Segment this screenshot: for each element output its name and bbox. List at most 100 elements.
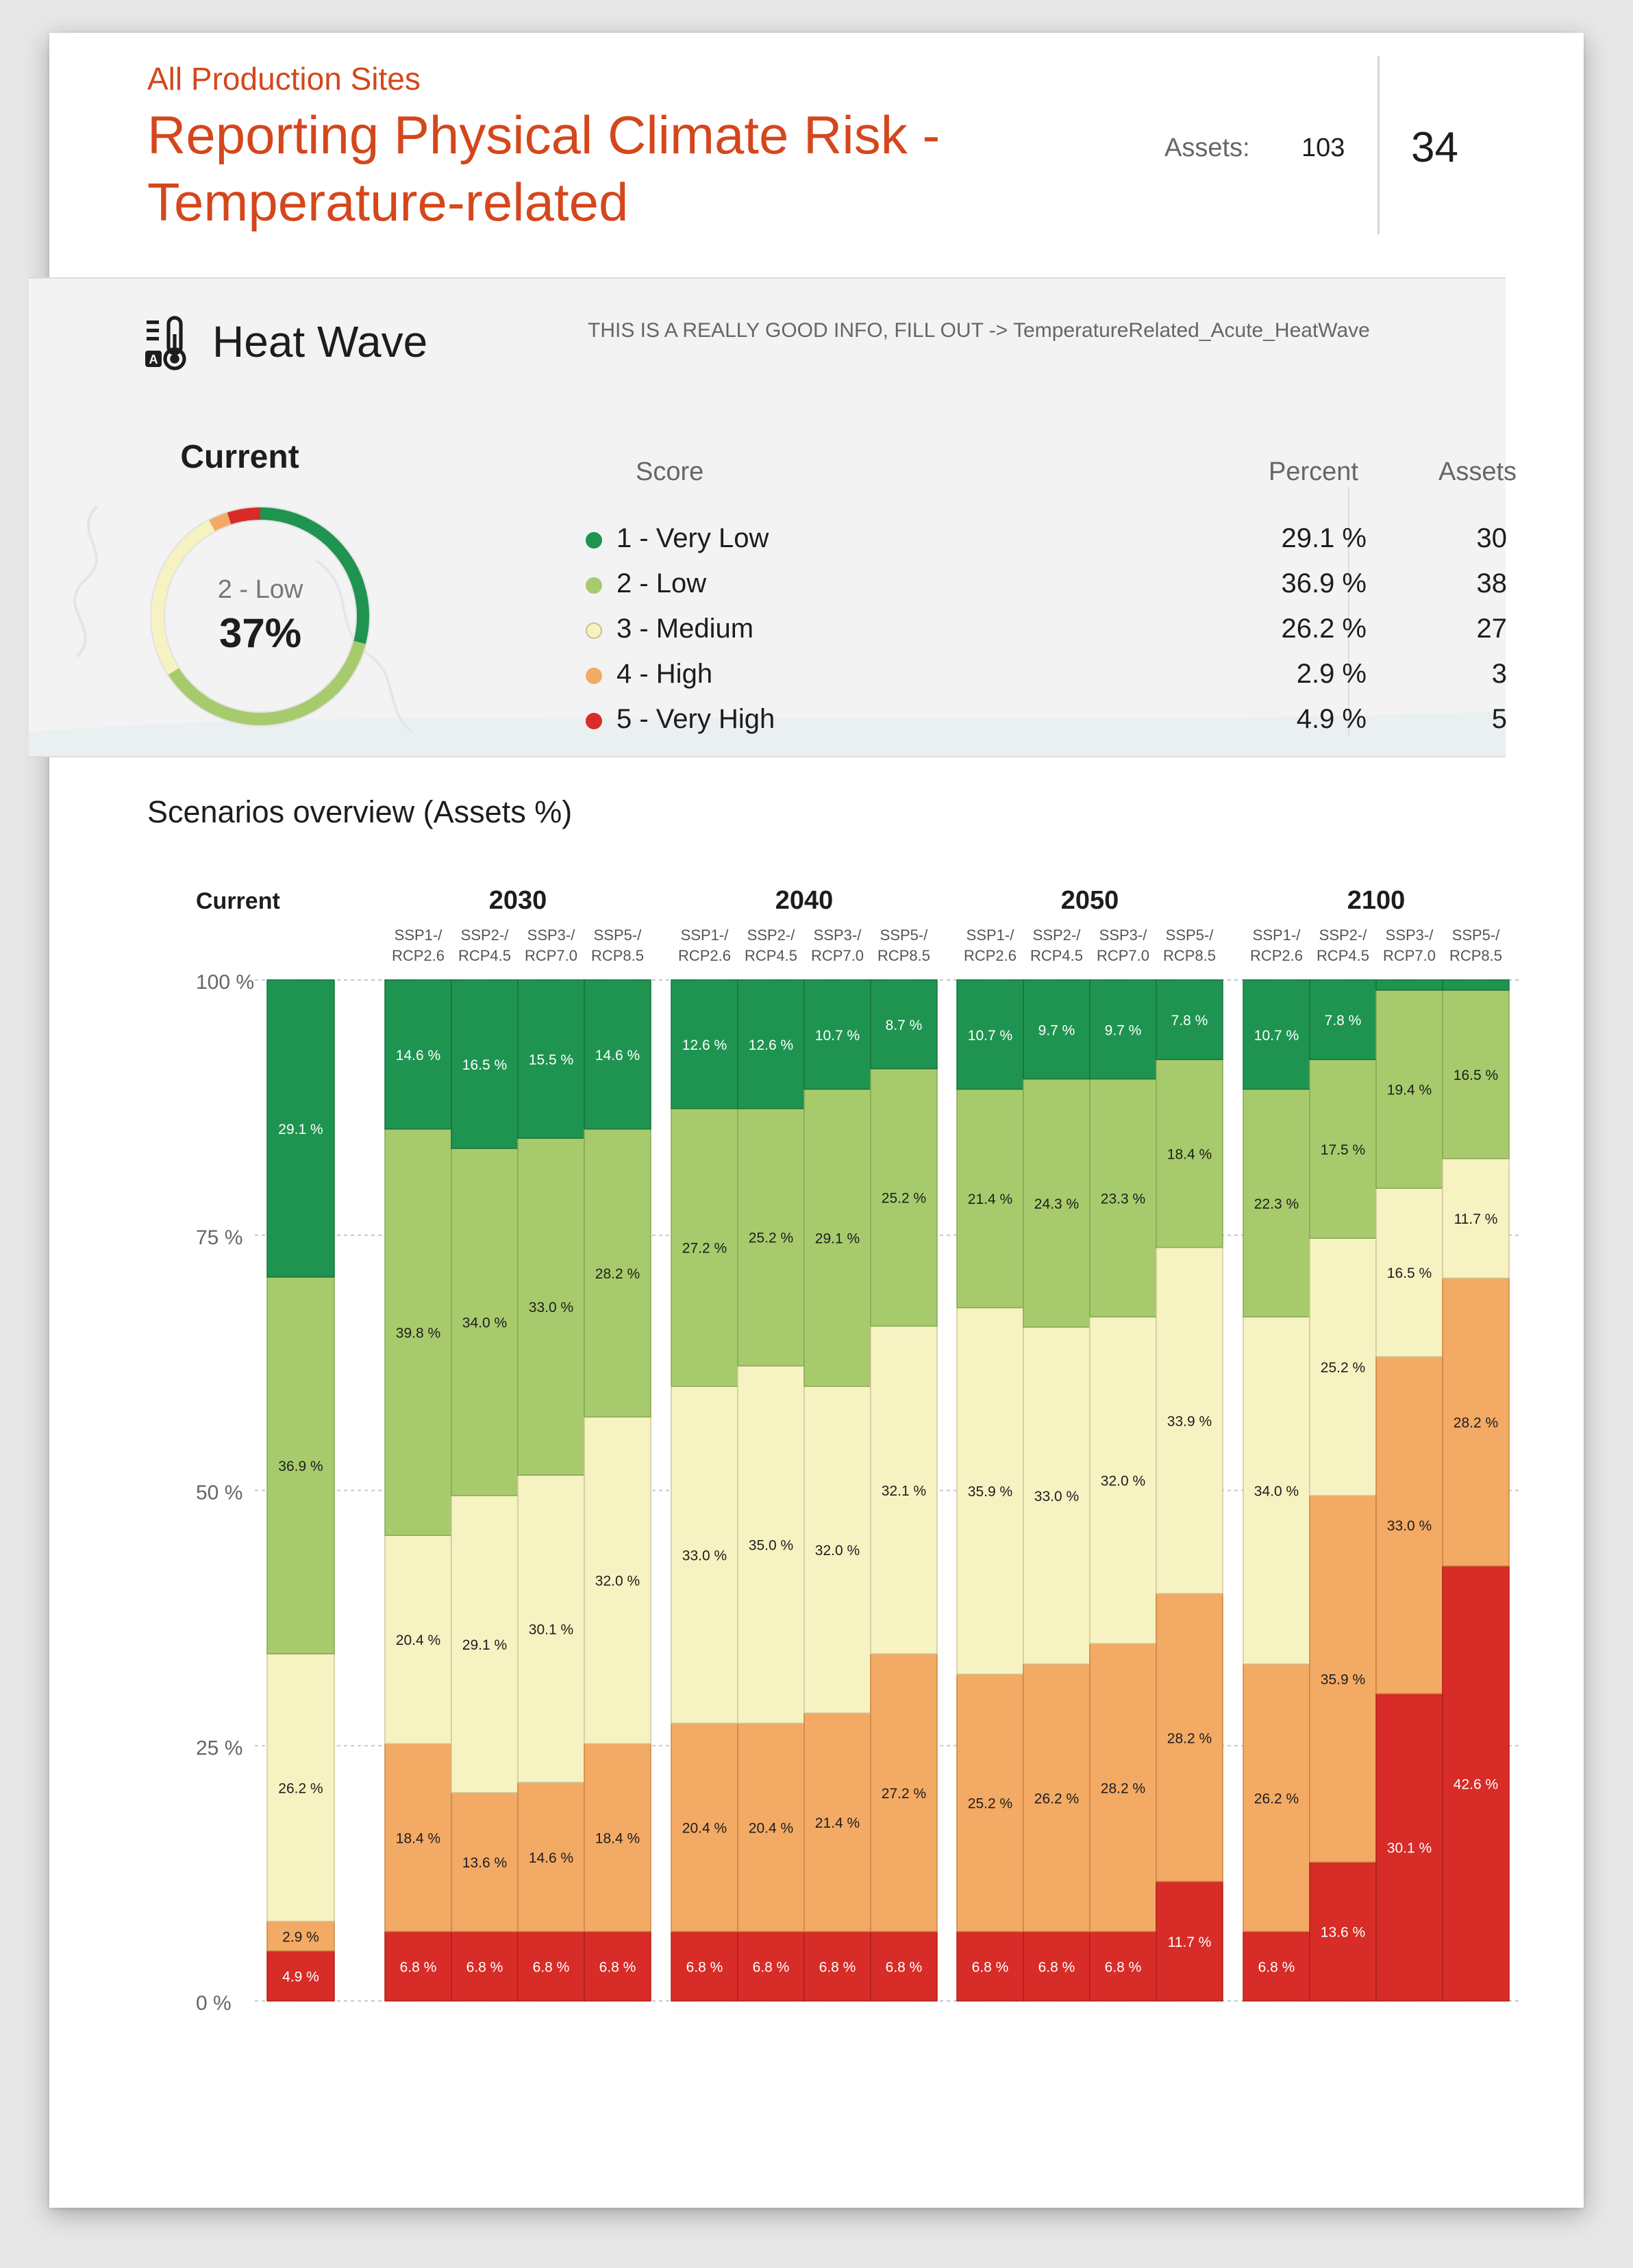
bar-segment [584,1743,651,1932]
data-label: 33.0 % [1034,1489,1079,1504]
scenario-label: RCP7.0 [1097,947,1149,964]
legend-header-score: Score [636,457,704,486]
data-label: 19.4 % [1387,1083,1432,1098]
data-label: 18.4 % [396,1830,440,1846]
data-label: 8.7 % [886,1018,923,1033]
data-label: 42.6 % [1454,1776,1498,1792]
low-color-dot [586,577,602,594]
data-label: 6.8 % [400,1959,437,1975]
report-title: Reporting Physical Climate Risk - Temper… [147,105,940,232]
data-label: 22.3 % [1254,1196,1299,1212]
bar-segment [803,1712,871,1932]
data-label: 27.2 % [682,1241,727,1257]
scenario-label: RCP8.5 [591,947,644,964]
scenario-label: SSP5-/ [1166,927,1214,944]
data-label: 25.2 % [1321,1360,1365,1376]
report-subtitle: All Production Sites [147,61,421,97]
data-label: 6.8 % [1105,1959,1142,1975]
bar-segment [1375,979,1443,991]
bar-segment [803,1930,871,2002]
data-label: 6.8 % [466,1959,503,1975]
scenario-label: SSP5-/ [880,927,929,944]
scenario-label: RCP7.0 [1383,947,1436,964]
bar-segment [1442,1277,1510,1567]
current-score-donut [150,506,371,727]
bar-segment [1089,1643,1157,1932]
bar-segment [671,1385,738,1724]
bar-segment [671,1108,738,1387]
scenario-label: RCP4.5 [1030,947,1083,964]
scenario-label: SSP1-/ [681,927,730,944]
bar-segment [1089,1078,1157,1318]
legend-percent: 2.9 % [1296,659,1367,689]
scenario-label: RCP8.5 [877,947,930,964]
y-tick-label: 75 % [196,1226,242,1249]
bar-segment [266,1653,335,1922]
hazard-info-text: THIS IS A REALLY GOOD INFO, FILL OUT -> … [588,319,1370,342]
current-summary-band [29,410,1506,757]
bar-segment [1243,1930,1310,2002]
data-label: 10.7 % [815,1028,860,1044]
legend-score-label: 4 - High [616,659,713,689]
bar-segment [384,1128,452,1536]
bar-segment [956,1307,1024,1675]
background-decoration [29,505,1506,756]
data-label: 35.9 % [1321,1672,1365,1688]
bar-segment [584,979,651,1130]
bar-segment [384,1743,452,1932]
very-low-arc [260,507,369,644]
data-label: 6.8 % [886,1959,923,1975]
data-label: 33.9 % [1167,1413,1212,1429]
scenario-label: RCP2.6 [1250,947,1303,964]
group-heading: 2100 [1347,886,1406,915]
scenario-label: RCP4.5 [458,947,511,964]
bar-segment [1156,1593,1223,1882]
current-score-label: 2 - Low [217,575,303,604]
scenario-label: RCP4.5 [1317,947,1369,964]
bar-segment [737,1930,805,2002]
bar-segment [1375,990,1443,1189]
y-tick-label: 0 % [196,1992,232,2015]
bar-segment [870,979,938,1070]
data-label: 32.0 % [815,1543,860,1559]
bar-segment [1243,979,1310,1090]
group-heading: 2040 [775,886,834,915]
legend-score-label: 3 - Medium [616,614,754,644]
scenario-label: SSP1-/ [1253,927,1301,944]
data-label: 9.7 % [1105,1022,1142,1038]
data-label: 7.8 % [1325,1013,1362,1029]
bar-segment [737,1365,805,1724]
scenario-label: SSP3-/ [1386,927,1434,944]
legend-score-label: 5 - Very High [616,704,775,734]
data-label: 35.9 % [968,1484,1012,1500]
data-label: 25.2 % [968,1796,1012,1812]
bar-segment [1243,1088,1310,1318]
scenario-label: RCP8.5 [1449,947,1502,964]
legend-row: 2 - Low 36.9 % 38 [586,564,1551,605]
legend-assets: 27 [1476,614,1508,644]
data-label: 28.2 % [1101,1780,1145,1796]
data-label: 28.2 % [595,1266,640,1282]
bar-segment [266,1950,335,2002]
very-high-color-dot [586,713,602,729]
assets-label: Assets: [1164,134,1250,162]
page-number: 34 [1411,124,1458,171]
bar-segment [1243,1316,1310,1665]
bar-segment [1089,1316,1157,1644]
data-label: 29.1 % [462,1637,507,1653]
y-tick-label: 100 % [196,971,254,994]
medium-arc [151,520,215,675]
legend-header-percent: Percent [1269,457,1358,486]
data-label: 34.0 % [462,1315,507,1331]
very-low-color-dot [586,532,602,549]
data-label: 29.1 % [815,1231,860,1246]
scenario-label: RCP7.0 [525,947,577,964]
bar-segment [1156,979,1223,1061]
data-label: 32.0 % [595,1574,640,1589]
bar-segment [1023,1078,1090,1328]
bar-segment [1309,979,1377,1061]
data-label: 14.6 % [529,1850,573,1866]
data-label: 24.3 % [1034,1196,1079,1212]
data-label: 13.6 % [462,1855,507,1871]
data-label: 7.8 % [1171,1013,1208,1029]
